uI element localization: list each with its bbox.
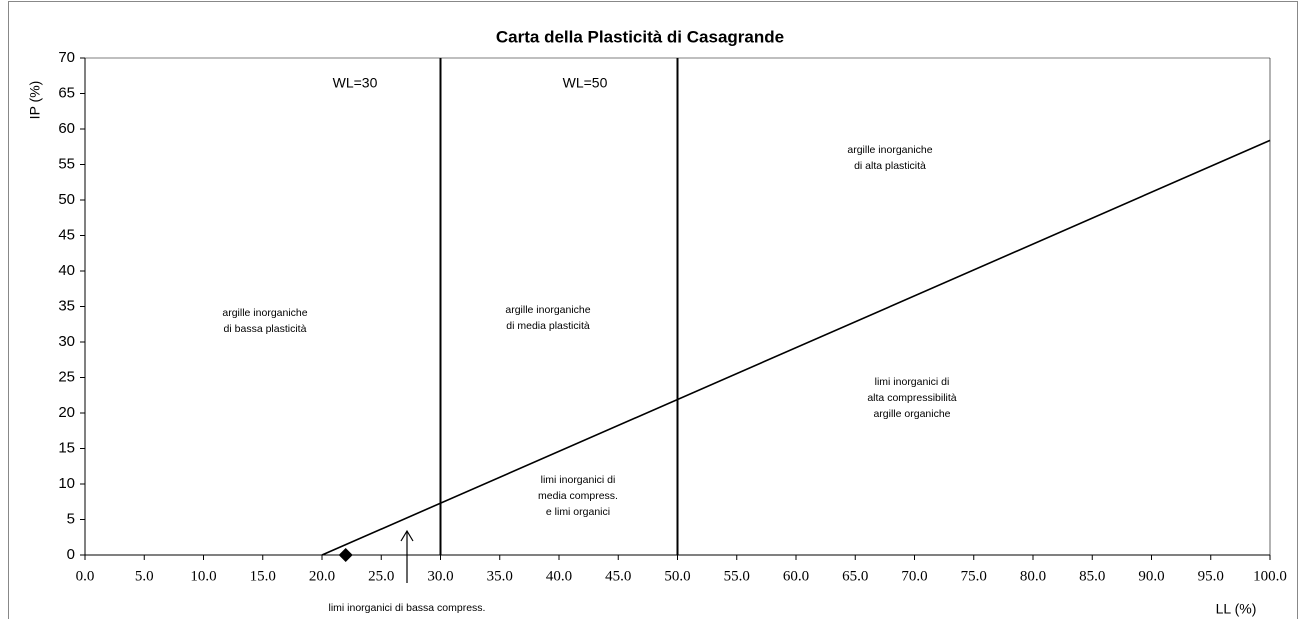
x-tick-label: 20.0	[309, 568, 335, 584]
y-tick-label: 5	[67, 510, 75, 527]
region-label: limi inorganici di	[875, 376, 950, 388]
y-tick-label: 20	[58, 404, 75, 421]
boundary-label: WL=30	[333, 75, 378, 91]
y-tick-label: 10	[58, 475, 75, 492]
y-tick-label: 55	[58, 155, 75, 172]
x-tick-label: 60.0	[783, 568, 809, 584]
x-tick-label: 85.0	[1079, 568, 1105, 584]
region-label: argille inorganiche	[847, 144, 932, 156]
x-tick-label: 5.0	[135, 568, 154, 584]
region-label: argille inorganiche	[505, 304, 590, 316]
y-tick-label: 70	[58, 49, 75, 66]
y-tick-label: 0	[67, 546, 75, 563]
x-tick-label: 100.0	[1253, 568, 1287, 584]
x-tick-label: 15.0	[250, 568, 276, 584]
x-axis-label: LL (%)	[1216, 601, 1257, 617]
region-label: limi inorganici di bassa compress.	[329, 602, 486, 614]
x-tick-label: 80.0	[1020, 568, 1046, 584]
x-tick-label: 0.0	[76, 568, 95, 584]
region-label: di bassa plasticità	[224, 323, 307, 335]
x-tick-label: 45.0	[605, 568, 631, 584]
data-point	[338, 548, 353, 562]
region-label: media compress.	[538, 490, 618, 502]
arrow-head	[400, 529, 414, 542]
y-tick-label: 65	[58, 84, 75, 101]
x-tick-label: 75.0	[961, 568, 987, 584]
region-label: argille inorganiche	[222, 307, 307, 319]
y-tick-label: 45	[58, 226, 75, 243]
y-tick-label: 50	[58, 191, 75, 208]
x-tick-label: 65.0	[842, 568, 868, 584]
x-tick-label: 90.0	[1138, 568, 1164, 584]
y-tick-label: 15	[58, 439, 75, 456]
a-line	[321, 139, 1271, 556]
y-tick-label: 60	[58, 120, 75, 137]
x-tick-label: 55.0	[724, 568, 750, 584]
x-tick-label: 10.0	[190, 568, 216, 584]
boundary-label: WL=50	[563, 75, 608, 91]
y-tick-label: 35	[58, 297, 75, 314]
region-label: alta compressibilità	[867, 392, 956, 404]
y-tick-label: 25	[58, 368, 75, 385]
region-label: limi inorganici di	[541, 474, 616, 486]
y-tick-label: 30	[58, 333, 75, 350]
chart-title: Carta della Plasticità di Casagrande	[496, 27, 784, 46]
x-tick-label: 35.0	[487, 568, 513, 584]
x-tick-label: 40.0	[546, 568, 572, 584]
x-tick-label: 50.0	[664, 568, 690, 584]
x-tick-label: 95.0	[1198, 568, 1224, 584]
y-tick-label: 40	[58, 262, 75, 279]
x-tick-label: 25.0	[368, 568, 394, 584]
x-tick-label: 30.0	[427, 568, 453, 584]
region-label: di alta plasticità	[854, 160, 926, 172]
region-label: e limi organici	[546, 506, 610, 518]
y-axis-label: IP (%)	[27, 81, 43, 120]
region-label: argille organiche	[873, 408, 950, 420]
x-tick-label: 70.0	[901, 568, 927, 584]
chart-frame	[8, 1, 1298, 619]
region-label: di media plasticità	[506, 320, 590, 332]
